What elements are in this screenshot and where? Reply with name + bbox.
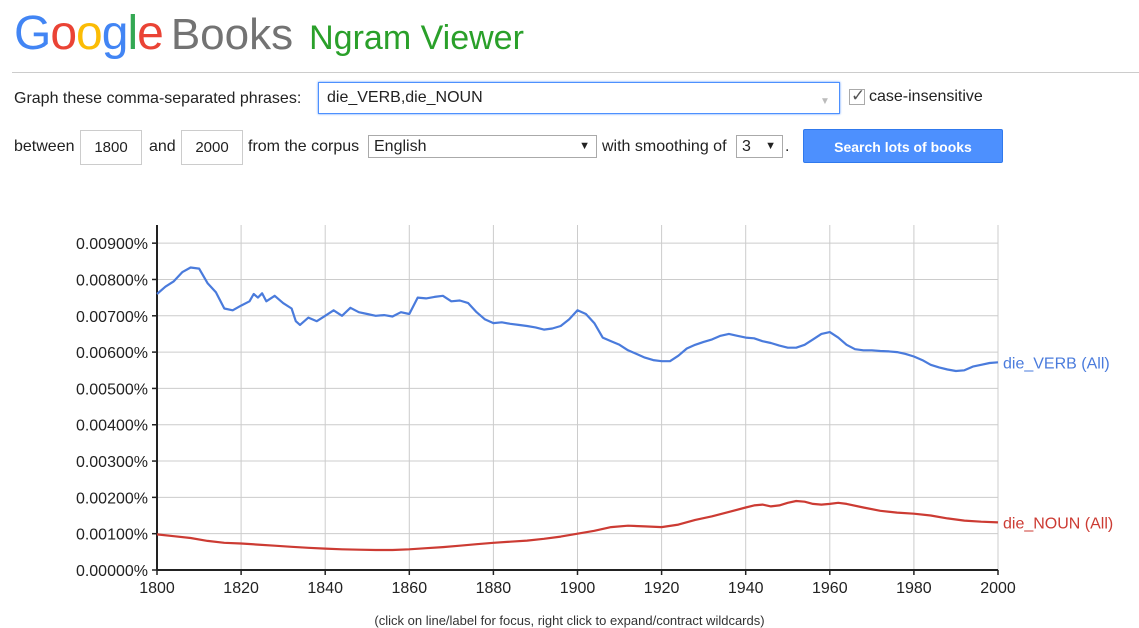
chart-grid: [157, 225, 999, 570]
x-tick-label: 1880: [476, 580, 512, 597]
start-year-input[interactable]: 1800: [80, 130, 142, 165]
x-tick-label: 1840: [307, 580, 343, 597]
series-line-die-verb[interactable]: [156, 266, 999, 373]
google-logo-text: Google: [14, 6, 164, 61]
y-tick-label: 0.00400%: [76, 418, 148, 435]
corpus-label: from the corpus: [248, 138, 360, 155]
search-button[interactable]: Search lots of books: [803, 129, 1003, 163]
google-logo-letter: o: [50, 7, 77, 60]
chevron-down-icon: ▼: [579, 140, 590, 152]
period-text: .: [785, 138, 790, 155]
x-tick-label: 2000: [980, 580, 1016, 597]
phrases-input[interactable]: die_VERB,die_NOUN: [318, 82, 840, 114]
x-tick-label: 1800: [139, 580, 175, 597]
smoothing-selected-value: 3: [742, 138, 751, 155]
google-logo-letter: o: [76, 7, 103, 60]
google-logo-letter: g: [101, 7, 129, 60]
series-label-die-noun[interactable]: die_NOUN (All): [1003, 515, 1113, 532]
and-label: and: [149, 138, 176, 155]
chevron-down-icon: ▼: [765, 140, 776, 152]
smoothing-select[interactable]: 3 ▼: [736, 135, 783, 158]
google-logo-letter: G: [14, 7, 51, 60]
y-tick-label: 0.00700%: [76, 309, 148, 326]
y-tick-label: 0.00900%: [76, 236, 148, 253]
x-tick-label: 1900: [560, 580, 596, 597]
phrases-label: Graph these comma-separated phrases:: [14, 90, 302, 107]
chart-ticks: 0.00000% 0.00100% 0.00200% 0.00300% 0.00400%…: [76, 236, 1016, 597]
page-title: Ngram Viewer: [309, 19, 524, 57]
y-tick-label: 0.00200%: [76, 490, 148, 507]
smoothing-label: with smoothing of: [602, 138, 727, 155]
between-label: between: [14, 138, 75, 155]
chart-footnote: (click on line/label for focus, right cl…: [374, 613, 765, 628]
header-divider: [12, 72, 1139, 73]
series-label-die-verb[interactable]: die_VERB (All): [1003, 355, 1110, 372]
x-tick-label: 1820: [223, 580, 259, 597]
case-insensitive-toggle[interactable]: case-insensitive: [849, 86, 983, 106]
x-tick-label: 1920: [644, 580, 680, 597]
y-tick-label: 0.00800%: [76, 272, 148, 289]
y-tick-label: 0.00100%: [76, 527, 148, 544]
google-books-logo[interactable]: Google Books Ngram Viewer: [14, 6, 524, 68]
series-line-die-noun[interactable]: [156, 499, 999, 552]
chart-series: die_VERB (All) die_NOUN (All): [156, 266, 1113, 552]
corpus-select[interactable]: English ▼: [368, 135, 597, 158]
y-tick-label: 0.00600%: [76, 345, 148, 362]
x-tick-label: 1980: [896, 580, 932, 597]
y-tick-label: 0.00300%: [76, 454, 148, 471]
google-logo-letter: e: [137, 7, 164, 60]
x-tick-label: 1940: [728, 580, 764, 597]
y-tick-label: 0.00000%: [76, 563, 148, 580]
y-tick-label: 0.00500%: [76, 381, 148, 398]
query-dropdown-icon[interactable]: ▼: [820, 96, 830, 107]
x-tick-label: 1960: [812, 580, 848, 597]
google-logo-letter: l: [127, 7, 138, 60]
phrases-row: Graph these comma-separated phrases:: [14, 81, 301, 117]
x-tick-label: 1860: [392, 580, 428, 597]
end-year-input[interactable]: 2000: [181, 130, 243, 165]
case-insensitive-checkbox[interactable]: [849, 86, 865, 106]
books-logo-text: Books: [170, 10, 294, 59]
case-insensitive-label: case-insensitive: [869, 88, 983, 105]
corpus-selected-value: English: [374, 138, 427, 155]
